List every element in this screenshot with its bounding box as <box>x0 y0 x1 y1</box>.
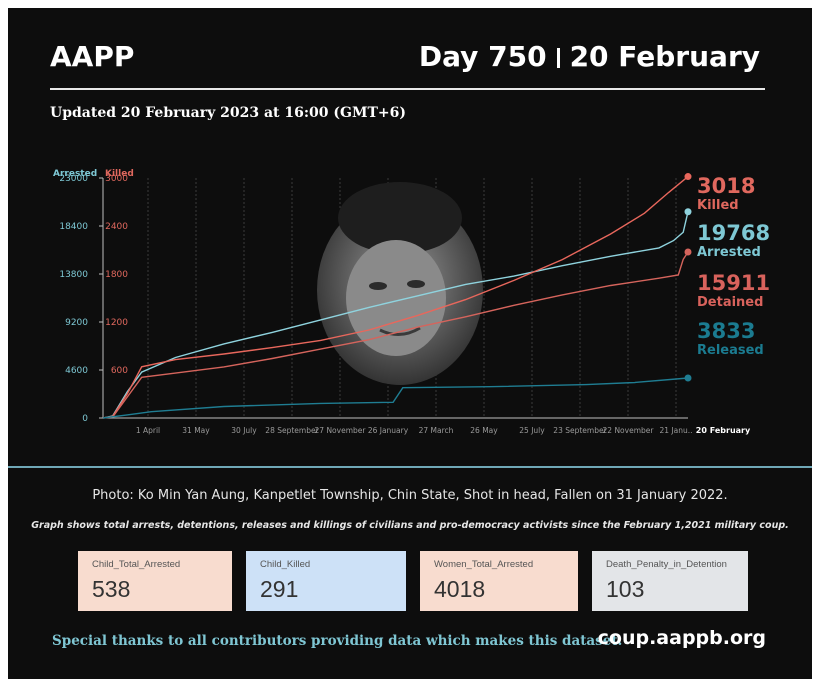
brand-title: AAPP <box>50 40 135 73</box>
series-end-point-arrested <box>684 208 692 216</box>
stat-label: Child_Total_Arrested <box>92 559 181 570</box>
photo-credit: Photo: Ko Min Yan Aung, Kanpetlet Townsh… <box>92 488 728 503</box>
end-name-killed: Killed <box>697 198 739 213</box>
end-value-detained: 15911 <box>697 271 770 295</box>
infographic-panel: AAPP Day 750 20 February Updated 20 Febru… <box>8 8 812 679</box>
stat-card-child-arrested: Child_Total_Arrested 538 <box>78 551 232 611</box>
killed-tick-labels: 600 1200 1800 2400 3000 <box>105 174 128 376</box>
thanks-note: Special thanks to all contributors provi… <box>52 633 623 649</box>
stat-value: 103 <box>606 576 645 602</box>
series-line-released <box>102 377 689 419</box>
x-tick-label: 27 March <box>419 426 454 435</box>
day-count: Day 750 <box>418 40 547 73</box>
killed-tick-label: 2400 <box>105 222 128 232</box>
stat-card-death-penalty: Death_Penalty_in_Detention 103 <box>592 551 748 611</box>
stat-label: Death_Penalty_in_Detention <box>606 559 727 570</box>
day-date: 20 February <box>569 40 760 73</box>
arrested-tick-labels: 0 4600 9200 13800 18400 23000 <box>59 174 103 424</box>
series-lines <box>102 173 692 419</box>
stat-value: 291 <box>260 576 299 602</box>
series-line-killed <box>102 176 689 419</box>
series-end-point-killed <box>684 173 692 181</box>
x-tick-label: 30 July <box>231 426 257 435</box>
card-gap <box>578 551 592 611</box>
stat-card-women-arrested: Women_Total_Arrested 4018 <box>420 551 578 611</box>
killed-tick-label: 3000 <box>105 174 128 184</box>
card-gap <box>406 551 420 611</box>
header-rule <box>50 88 765 90</box>
series-line-detained <box>102 251 689 419</box>
x-tick-label: 21 Janu.. <box>659 426 692 435</box>
end-value-arrested: 19768 <box>697 221 770 245</box>
arrested-tick-label: 13800 <box>59 270 88 280</box>
stat-value: 538 <box>92 576 131 602</box>
x-tick-label: 31 May <box>182 426 210 435</box>
graph-description: Graph shows total arrests, detentions, r… <box>31 520 789 531</box>
end-value-released: 3833 <box>697 319 755 343</box>
stat-cards: Child_Total_Arrested 538 Child_Killed 29… <box>78 551 748 611</box>
series-end-point-detained <box>684 248 692 256</box>
x-tick-label: 26 May <box>470 426 498 435</box>
cumulative-line-chart: Arrested Killed 0 4600 9200 13800 18400 23000… <box>53 169 770 435</box>
stat-value: 4018 <box>434 576 486 602</box>
card-gap <box>232 551 246 611</box>
x-tick-label: 28 September <box>265 426 319 435</box>
x-tick-label: 1 April <box>136 426 160 435</box>
killed-tick-label: 1200 <box>105 318 128 328</box>
arrested-tick-label: 23000 <box>59 174 88 184</box>
killed-tick-label: 600 <box>111 366 128 376</box>
arrested-tick-label: 9200 <box>65 318 88 328</box>
x-tick-label: 27 November <box>315 426 367 435</box>
section-divider <box>8 466 812 468</box>
day-heading: Day 750 20 February <box>419 40 760 73</box>
arrested-tick-label: 0 <box>82 414 88 424</box>
end-name-detained: Detained <box>697 295 763 310</box>
site-link[interactable]: coup.aappb.org <box>597 627 766 649</box>
portrait-photo-icon <box>317 182 483 385</box>
killed-tick-label: 1800 <box>105 270 128 280</box>
stat-card-child-killed: Child_Killed 291 <box>246 551 406 611</box>
x-tick-label: 22 November <box>603 426 655 435</box>
arrested-tick-label: 4600 <box>65 366 88 376</box>
series-end-point-released <box>684 374 692 382</box>
x-tick-label: 23 September <box>553 426 607 435</box>
stat-label: Child_Killed <box>260 559 311 570</box>
arrested-tick-label: 18400 <box>59 222 88 232</box>
series-line-arrested <box>102 211 689 419</box>
heading-separator <box>556 48 560 68</box>
updated-timestamp: Updated 20 February 2023 at 16:00 (GMT+6… <box>50 105 406 121</box>
end-name-arrested: Arrested <box>697 245 761 260</box>
x-tick-label: 20 February <box>696 426 751 435</box>
stat-label: Women_Total_Arrested <box>434 559 534 570</box>
end-value-killed: 3018 <box>697 174 755 198</box>
right-axis-title: Killed <box>105 169 134 179</box>
x-tick-label: 25 July <box>519 426 545 435</box>
x-tick-label: 26 January <box>368 426 409 435</box>
end-name-released: Released <box>697 343 764 358</box>
chart-axes: Arrested Killed <box>53 169 688 419</box>
left-axis-title: Arrested <box>53 169 97 179</box>
